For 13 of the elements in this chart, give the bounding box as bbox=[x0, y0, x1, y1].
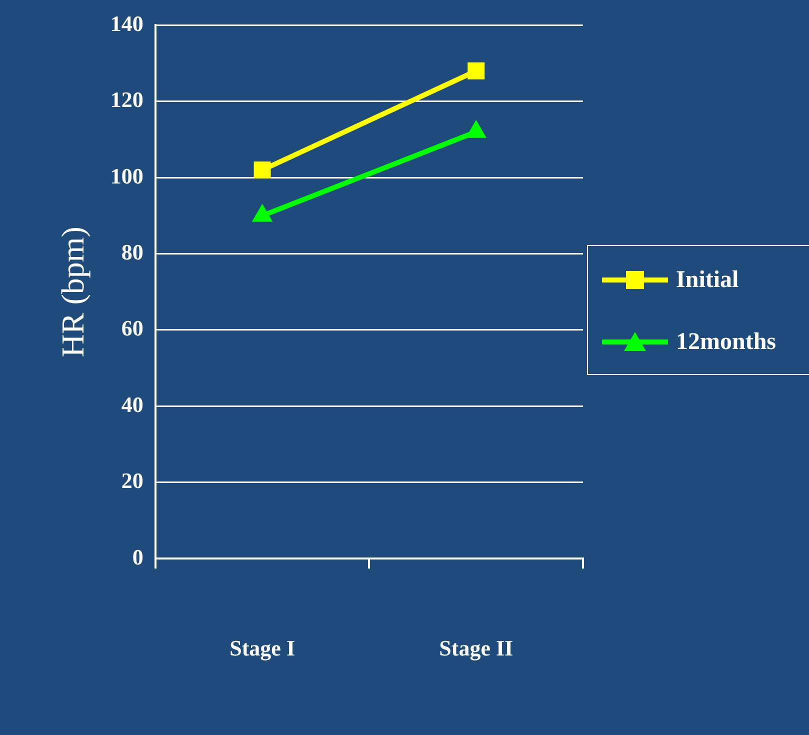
y-tick-label: 60 bbox=[121, 316, 144, 341]
y-tick-label: 140 bbox=[110, 10, 144, 36]
legend-label: Initial bbox=[676, 266, 739, 293]
legend-label: 12months bbox=[676, 328, 776, 355]
y-tick-label: 100 bbox=[110, 163, 144, 188]
y-tick-label: 80 bbox=[121, 239, 144, 264]
y-axis-title: HR (bpm) bbox=[54, 226, 91, 358]
x-tick-label: Stage II bbox=[439, 635, 514, 660]
y-tick-label: 40 bbox=[121, 392, 144, 417]
y-tick-label: 120 bbox=[110, 87, 144, 112]
y-tick-label: 20 bbox=[121, 468, 144, 494]
y-tick-label: 0 bbox=[132, 544, 144, 570]
x-tick-label: Stage I bbox=[230, 635, 295, 660]
